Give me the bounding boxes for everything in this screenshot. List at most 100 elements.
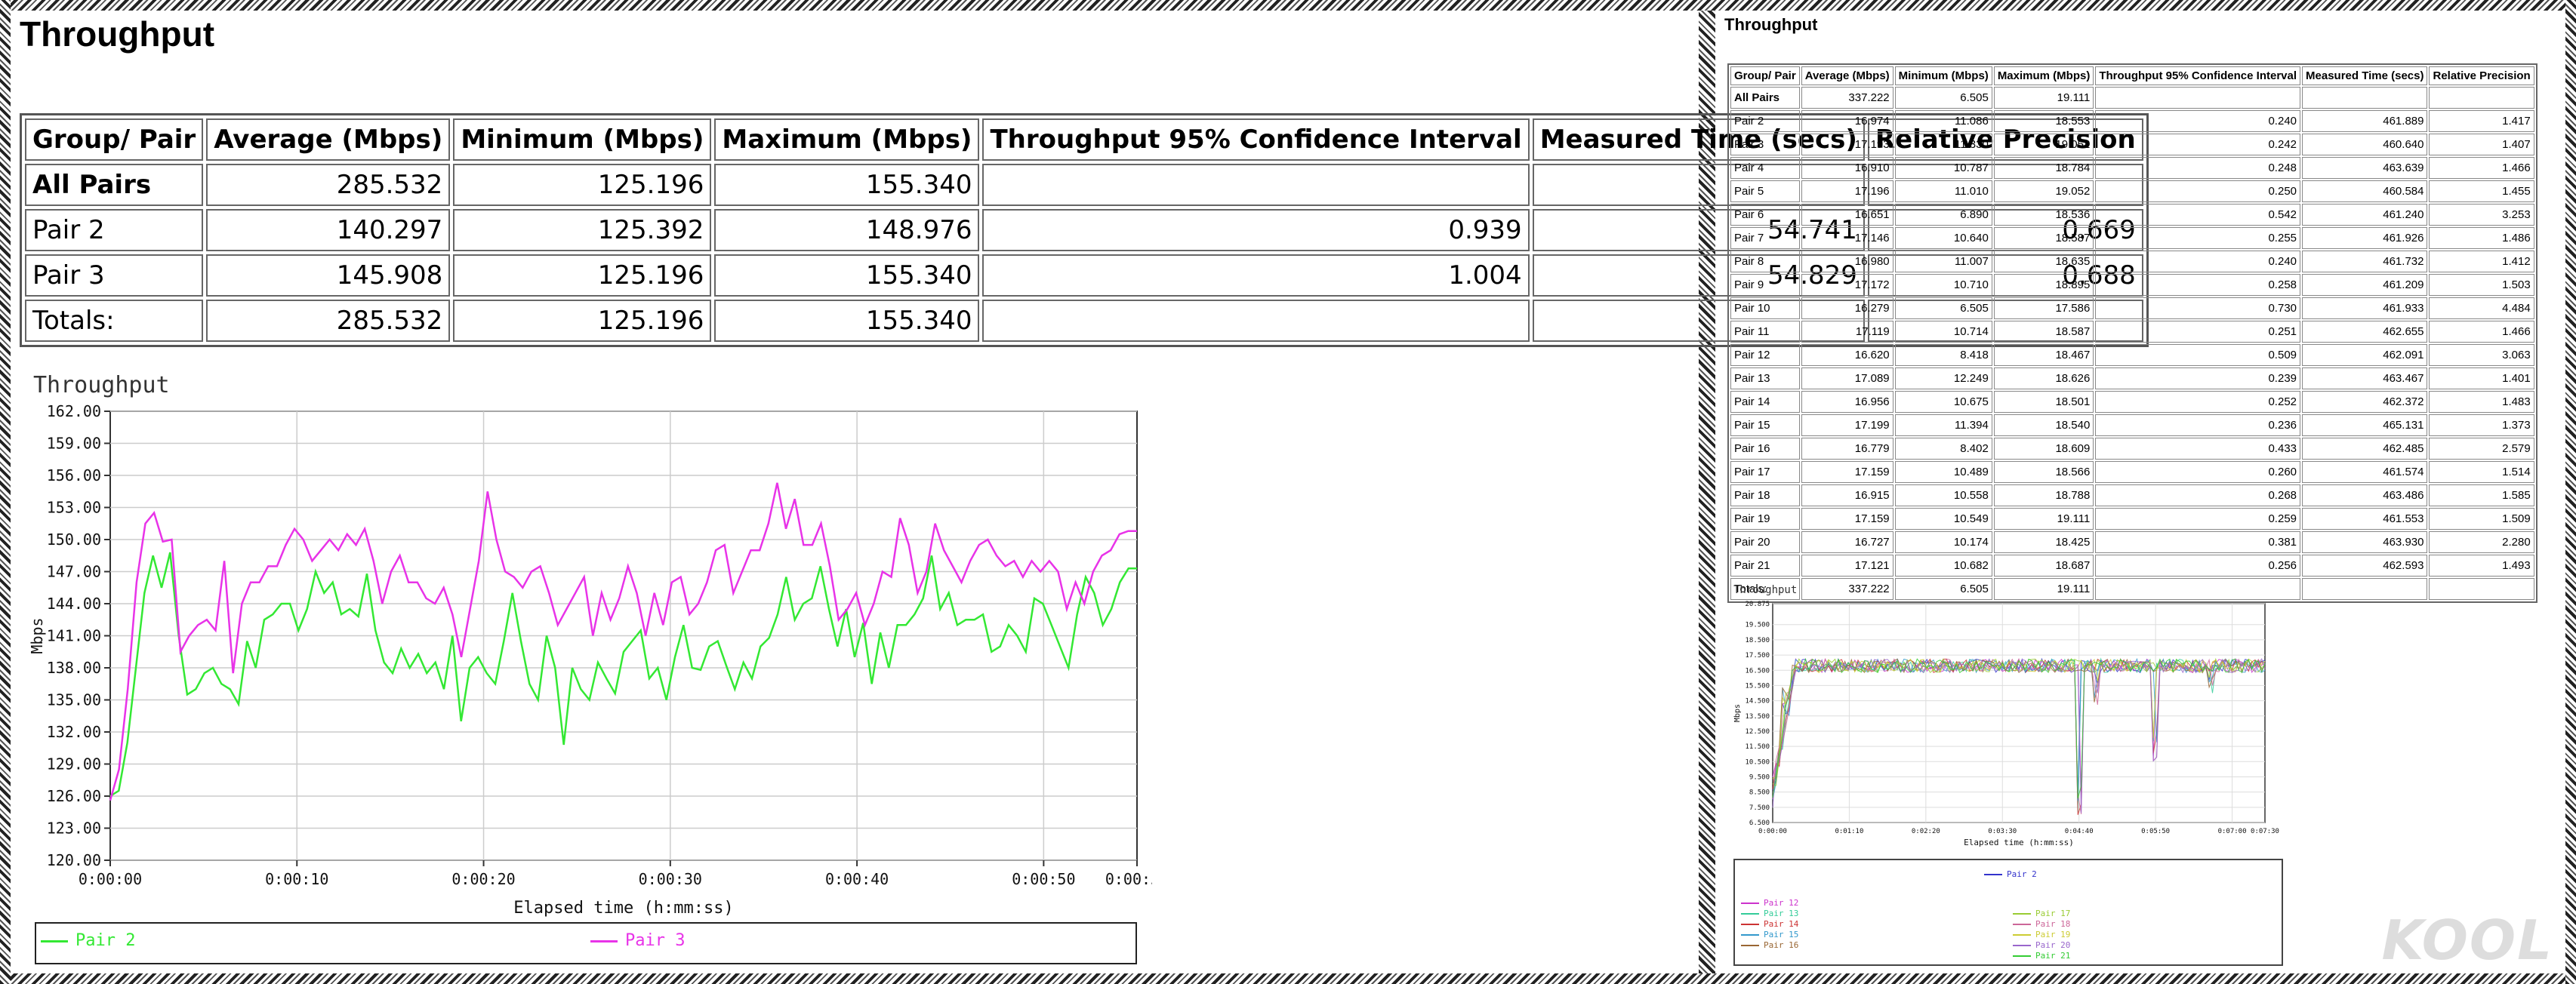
table-cell: 1.412 xyxy=(2429,251,2534,272)
table-row: Pair 20 16.727 10.174 18.425 0.381 463.930 2.2… xyxy=(1730,531,2534,553)
table-cell: 19.111 xyxy=(1993,578,2094,600)
table-cell xyxy=(2302,87,2428,109)
table-cell: 1.483 xyxy=(2429,391,2534,413)
table-cell: 19.052 xyxy=(1993,180,2094,202)
row-label: Pair 4 xyxy=(1730,157,1800,179)
column-header: Throughput 95% Confidence Interval xyxy=(982,118,1530,161)
table-row: Totals: 337.222 6.505 19.111 xyxy=(1730,578,2534,600)
table-cell: 10.558 xyxy=(1894,484,1992,506)
legend-label: Pair 13 xyxy=(1764,909,1799,918)
table-row: All Pairs 285.532 125.196 155.340 xyxy=(25,164,2143,206)
table-cell: 0.256 xyxy=(2095,555,2301,577)
table-cell: 19.111 xyxy=(1993,508,2094,530)
row-label: Pair 10 xyxy=(1730,297,1800,319)
table-cell: 1.514 xyxy=(2429,461,2534,483)
table-cell: 285.532 xyxy=(206,164,451,206)
column-header: Group/ Pair xyxy=(1730,66,1800,85)
row-label: Pair 3 xyxy=(1730,134,1800,155)
y-tick-label: 7.500 xyxy=(1749,804,1770,812)
column-header: Throughput 95% Confidence Interval xyxy=(2095,66,2301,85)
frame-top-border xyxy=(0,0,2576,11)
table-cell: 285.532 xyxy=(206,300,451,342)
table-cell: 2.579 xyxy=(2429,438,2534,460)
row-label: Pair 21 xyxy=(1730,555,1800,577)
row-label: Pair 20 xyxy=(1730,531,1800,553)
y-tick-label: 144.00 xyxy=(47,595,101,613)
table-cell: 0.240 xyxy=(2095,251,2301,272)
table-cell: 10.710 xyxy=(1894,274,1992,296)
y-tick-label: 120.00 xyxy=(47,851,101,869)
table-cell: 6.505 xyxy=(1894,87,1992,109)
table-cell: 10.489 xyxy=(1894,461,1992,483)
table-row: Pair 8 16.980 11.007 18.635 0.240 461.732 1.41… xyxy=(1730,251,2534,272)
y-tick-label: 19.500 xyxy=(1745,622,1770,629)
table-row: All Pairs 337.222 6.505 19.111 xyxy=(1730,87,2534,109)
series-line-pair-21 xyxy=(1772,657,2266,799)
y-axis-label: Mbps xyxy=(28,617,46,653)
legend-swatch xyxy=(1741,924,1759,925)
table-cell: 1.373 xyxy=(2429,414,2534,436)
series-line-pair-16 xyxy=(1772,658,2266,785)
table-cell: 0.250 xyxy=(2095,180,2301,202)
table-cell: 16.974 xyxy=(1801,110,1893,132)
table-cell: 0.252 xyxy=(2095,391,2301,413)
column-header: Measured Time (secs) xyxy=(2302,66,2428,85)
legend-swatch xyxy=(1741,934,1759,936)
x-tick-label: 0:00:50 xyxy=(1012,870,1075,888)
legend-item: Pair 20 xyxy=(2013,940,2070,950)
y-tick-label: 135.00 xyxy=(47,691,101,709)
table-cell xyxy=(1532,164,1865,206)
column-header: Relative Precision xyxy=(2429,66,2534,85)
table-cell: 54.741 xyxy=(1532,209,1865,251)
y-tick-label: 123.00 xyxy=(47,819,101,838)
table-cell: 461.553 xyxy=(2302,508,2428,530)
table-cell: 16.910 xyxy=(1801,157,1893,179)
table-cell: 0.730 xyxy=(2095,297,2301,319)
table-cell: 463.930 xyxy=(2302,531,2428,553)
table-cell: 18.467 xyxy=(1993,344,2094,366)
table-cell: 17.089 xyxy=(1801,367,1893,389)
table-row: Totals: 285.532 125.196 155.340 xyxy=(25,300,2143,342)
table-cell: 155.340 xyxy=(714,300,980,342)
column-header: Average (Mbps) xyxy=(1801,66,1893,85)
legend-label: Pair 12 xyxy=(1764,898,1799,908)
table-cell: 1.486 xyxy=(2429,227,2534,249)
x-tick-label: 0:04:40 xyxy=(2065,828,2094,835)
row-label: Totals: xyxy=(1730,578,1800,600)
table-cell: 16.915 xyxy=(1801,484,1893,506)
legend-item: Pair 21 xyxy=(2013,951,2070,961)
column-header: Maximum (Mbps) xyxy=(714,118,980,161)
legend-label: Pair 20 xyxy=(2035,940,2071,950)
table-cell: 16.956 xyxy=(1801,391,1893,413)
legend-swatch xyxy=(2013,924,2031,925)
table-row: Pair 9 17.172 10.710 18.895 0.258 461.209 1.50… xyxy=(1730,274,2534,296)
table-cell: 16.779 xyxy=(1801,438,1893,460)
throughput-chart-small: Throughput 6.500 7.500 8.500 9.500 10.500 11.5… xyxy=(1733,584,2279,847)
legend-item-pair-3: Pair 3 xyxy=(590,931,685,950)
table-cell: 1.503 xyxy=(2429,274,2534,296)
table-cell: 4.484 xyxy=(2429,297,2534,319)
table-cell: 19.052 xyxy=(1993,134,2094,155)
column-header: Measured Time (secs) xyxy=(1532,118,1865,161)
table-cell: 17.121 xyxy=(1801,555,1893,577)
y-tick-label: 6.500 xyxy=(1749,819,1770,827)
y-tick-label: 126.00 xyxy=(47,787,101,805)
table-cell: 462.655 xyxy=(2302,321,2428,343)
y-tick-label: 159.00 xyxy=(47,435,101,453)
table-row: Pair 15 17.199 11.394 18.540 0.236 465.131 1.3… xyxy=(1730,414,2534,436)
legend-swatch xyxy=(41,939,68,942)
table-cell: 11.007 xyxy=(1894,251,1992,272)
y-tick-label: 153.00 xyxy=(47,499,101,517)
legend-item: Pair 18 xyxy=(2013,919,2070,929)
x-tick-label: 0:01:10 xyxy=(1835,828,1863,835)
column-header: Minimum (Mbps) xyxy=(453,118,712,161)
series-line-pair-3 xyxy=(109,482,1137,801)
table-cell: 0.258 xyxy=(2095,274,2301,296)
table-row: Pair 7 17.146 10.640 18.587 0.255 461.926 1.48… xyxy=(1730,227,2534,249)
table-cell: 1.401 xyxy=(2429,367,2534,389)
x-tick-label: 0:00:00 xyxy=(79,870,142,888)
frame-left-border xyxy=(0,0,11,984)
table-row: Pair 3 145.908 125.196 155.340 1.004 54.829 0.… xyxy=(25,254,2143,297)
x-tick-label: 0:02:20 xyxy=(1912,828,1940,835)
row-label: Pair 7 xyxy=(1730,227,1800,249)
